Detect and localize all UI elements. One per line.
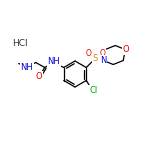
Text: NH: NH bbox=[20, 63, 33, 72]
Text: NH: NH bbox=[47, 57, 60, 66]
Text: S: S bbox=[93, 54, 98, 63]
Text: N: N bbox=[100, 56, 106, 65]
Text: HCl: HCl bbox=[12, 40, 28, 48]
Text: O: O bbox=[99, 49, 105, 58]
Text: Cl: Cl bbox=[89, 86, 97, 95]
Text: O: O bbox=[85, 49, 91, 58]
Text: O: O bbox=[123, 45, 130, 54]
Text: O: O bbox=[35, 72, 42, 81]
